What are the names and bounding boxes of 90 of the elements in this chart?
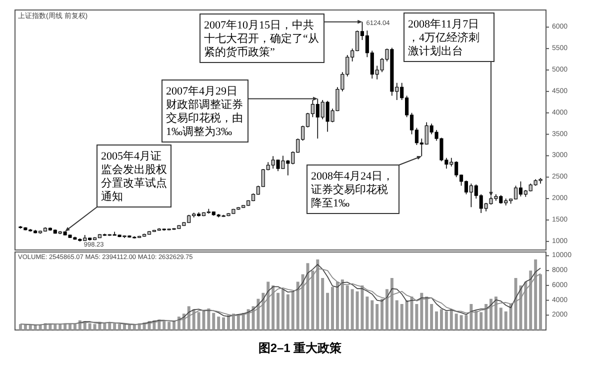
bar [321, 278, 324, 330]
bar [430, 304, 434, 330]
bar [376, 304, 379, 330]
bar [346, 285, 349, 330]
bar [286, 294, 290, 330]
note: 2008年11月7日，4万亿经济刺激计划出台 [404, 12, 494, 62]
note: 2007年4月29日财政部调整证券交易印花税，由1‰调整为3‰ [162, 80, 248, 142]
bar [440, 309, 443, 330]
bar [326, 292, 330, 330]
bar [242, 312, 245, 330]
bar [450, 309, 453, 330]
bar [262, 292, 265, 330]
caption: 图2–1 重大政策 [258, 341, 343, 355]
bar [172, 321, 176, 330]
bar [207, 308, 210, 330]
bar [494, 296, 498, 330]
bar [524, 282, 528, 330]
bar [88, 323, 92, 330]
bar [103, 322, 106, 330]
bar [217, 316, 220, 330]
bar [504, 311, 508, 330]
note: 2008年4月24日，证券交易印花税降至1‰ [306, 164, 400, 214]
bar [212, 312, 216, 330]
bar [281, 289, 284, 330]
annotation: 2008年11月7日，4万亿经济刺激计划出台 [408, 18, 480, 58]
bar [272, 285, 275, 330]
bar [484, 304, 488, 330]
bar [222, 317, 226, 330]
annotation: 2005年4月证监会发出股权分置改革试点通知 [101, 150, 167, 203]
bar [232, 314, 235, 330]
bar [380, 298, 384, 330]
bar [316, 259, 320, 330]
bar [370, 300, 374, 330]
bar [474, 310, 478, 330]
bar [390, 278, 394, 330]
bar [400, 304, 404, 330]
bar [336, 282, 339, 330]
bar [529, 270, 532, 330]
bar [415, 304, 418, 330]
bar [123, 324, 126, 330]
bar [539, 274, 542, 330]
bar [132, 324, 136, 330]
bar [405, 300, 408, 330]
bar [340, 279, 344, 330]
bar [519, 285, 522, 330]
bar [301, 274, 304, 330]
bar [168, 322, 171, 330]
note: 2007年10月15日，中共十七大召开，确定了“从紧的货币政策” [200, 14, 324, 63]
bar [266, 282, 270, 330]
bar [28, 325, 32, 330]
bar [454, 314, 458, 330]
bar [162, 321, 166, 330]
bar [118, 324, 122, 330]
bar [386, 289, 388, 330]
bar [296, 282, 300, 330]
bar [236, 314, 240, 330]
bar [534, 259, 538, 330]
bar [490, 298, 492, 330]
bar [444, 311, 448, 330]
annotation: 2008年4月24日，证券交易印花税降至1‰ [311, 170, 394, 210]
bar [420, 292, 424, 330]
bar [108, 322, 112, 330]
note: 2005年4月证监会发出股权分置改革试点通知 [96, 144, 172, 208]
bar [192, 309, 196, 330]
bar [246, 309, 250, 330]
bar [350, 289, 354, 330]
bar [509, 304, 512, 330]
bar [276, 292, 280, 330]
bar [366, 296, 369, 330]
bar [18, 324, 22, 330]
bar [435, 311, 438, 330]
bar [256, 298, 260, 330]
bar [311, 270, 314, 330]
bar [470, 304, 473, 330]
bar [499, 308, 502, 330]
annotation: 2007年4月29日财政部调整证券交易印花税，由1‰调整为3‰ [166, 86, 243, 138]
bar [291, 291, 294, 330]
bar [24, 324, 27, 330]
bar [227, 315, 230, 330]
bar [54, 324, 57, 330]
bar [395, 300, 398, 330]
annotation: 2007年10月15日，中共十七大召开，确定了“从紧的货币政策” [204, 18, 319, 58]
bar [187, 306, 190, 330]
bar [113, 323, 116, 330]
bar [331, 286, 334, 330]
bar [73, 324, 76, 330]
bar [68, 324, 72, 330]
bar [480, 312, 483, 330]
bar [128, 324, 131, 330]
bar [425, 296, 428, 330]
